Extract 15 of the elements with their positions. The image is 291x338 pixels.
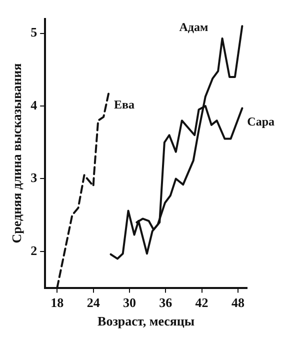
series-label: Адам — [179, 20, 208, 34]
series-label: Ева — [114, 98, 134, 112]
x-tick-label: 30 — [122, 294, 136, 310]
y-tick-label: 3 — [30, 170, 38, 186]
series-label: Сара — [247, 114, 275, 128]
x-axis-title: Возраст, месяцы — [98, 314, 195, 329]
y-tick-label: 4 — [30, 97, 38, 112]
x-tick-label: 24 — [86, 294, 100, 310]
x-tick-label: 18 — [50, 294, 64, 310]
y-tick-label: 5 — [30, 24, 38, 40]
x-tick-label: 36 — [159, 294, 173, 310]
y-axis-title: Средняя длина высказывания — [9, 63, 24, 244]
x-tick-label: 42 — [195, 294, 208, 310]
x-tick-label: 48 — [231, 294, 245, 310]
y-tick-label: 2 — [30, 242, 38, 258]
